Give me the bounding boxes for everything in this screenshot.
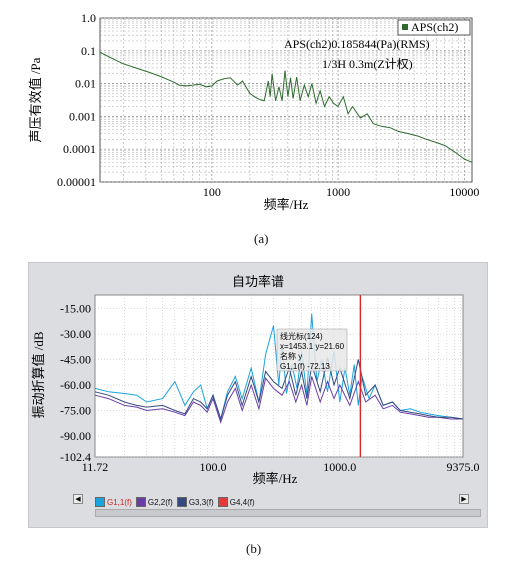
y-axis-label: 振动折算值 /dB xyxy=(31,331,46,418)
grid xyxy=(100,17,472,183)
grid xyxy=(95,295,463,458)
y-axis-label: 声压有效值 /Pa xyxy=(28,57,43,142)
plot-area xyxy=(99,17,473,183)
y-tick-label: 0.1 xyxy=(81,44,96,58)
y-tick-label: -75.00 xyxy=(60,403,91,417)
annotation-rms: APS(ch2)0.185844(Pa)(RMS) xyxy=(284,37,430,51)
legend-strip: G1,1(f) G2,2(f) G3,3(f) G4,4(f) xyxy=(95,495,455,509)
scroll-right-button[interactable]: ▶ xyxy=(459,494,469,504)
y-tick-label: -45.00 xyxy=(60,353,91,367)
legend-swatch xyxy=(217,497,228,507)
legend-entry: APS(ch2) xyxy=(411,20,458,34)
legend-item-g22[interactable]: G2,2(f) xyxy=(135,497,173,507)
y-tick-label: 0.001 xyxy=(69,109,96,123)
legend-swatch xyxy=(176,497,187,507)
y-tick-label: -90.00 xyxy=(60,429,91,443)
y-tick-labels: 1.0 0.1 0.01 0.001 0.0001 0.00001 xyxy=(57,11,96,189)
legend-label: G1,1(f) xyxy=(107,497,132,507)
legend: APS(ch2) xyxy=(397,19,471,36)
plot-area xyxy=(94,294,464,458)
series-line-aps-ch2 xyxy=(99,51,473,163)
auto-power-spectrum-chart: 自功率谱 -15.00 -30.00 -45.00 -60.00 -75.00 -90.0… xyxy=(31,274,480,486)
x-tick-labels: 100 1000 10000 xyxy=(203,185,479,199)
cursor-line-3: 名称 y xyxy=(280,351,302,361)
horizontal-scrollbar[interactable] xyxy=(95,509,481,517)
cursor-readout: 线光标(124) x=1453.1 y=21.60 名称 y G1,1(f) -… xyxy=(276,328,348,372)
cursor-line-2: x=1453.1 y=21.60 xyxy=(280,342,345,351)
series-line-g22f xyxy=(94,376,463,425)
cursor-line-1: 线光标(124) xyxy=(280,331,323,341)
y-tick-label: 1.0 xyxy=(81,11,96,25)
y-tick-label: 0.0001 xyxy=(63,142,96,156)
legend-swatch xyxy=(135,497,146,507)
legend-item-g11[interactable]: G1,1(f) xyxy=(95,497,132,507)
x-tick-label: 100.0 xyxy=(200,460,227,474)
legend-label: G4,4(f) xyxy=(229,497,255,507)
legend-item-g44[interactable]: G4,4(f) xyxy=(217,497,255,507)
x-tick-label: 1000.0 xyxy=(323,460,356,474)
sound-pressure-chart: 1.0 0.1 0.01 0.001 0.0001 0.00001 100 1000 1000… xyxy=(28,11,479,212)
x-tick-labels: 11.72 100.0 1000.0 9375.0 xyxy=(82,460,480,474)
legend-label: G2,2(f) xyxy=(147,497,173,507)
x-tick-label: 9375.0 xyxy=(447,460,480,474)
x-axis-label: 频率/Hz xyxy=(264,197,309,212)
x-tick-label: 10000 xyxy=(449,185,479,199)
y-tick-label: -15.00 xyxy=(60,302,91,316)
cursor-line-4: G1,1(f) -72.13 xyxy=(280,362,330,371)
y-tick-label: -102.4 xyxy=(60,450,91,464)
legend-label: G3,3(f) xyxy=(188,497,214,507)
legend-item-g33[interactable]: G3,3(f) xyxy=(176,497,214,507)
y-tick-label: -30.00 xyxy=(60,327,91,341)
y-tick-label: 0.01 xyxy=(75,77,96,91)
x-tick-label: 11.72 xyxy=(82,460,109,474)
scroll-left-button[interactable]: ◀ xyxy=(73,494,83,504)
y-tick-label: -60.00 xyxy=(60,378,91,392)
x-axis-label: 频率/Hz xyxy=(253,471,298,486)
chart-title: 自功率谱 xyxy=(232,274,284,289)
legend-swatch xyxy=(95,497,105,507)
x-tick-label: 100 xyxy=(203,185,221,199)
y-tick-label: 0.00001 xyxy=(57,175,96,189)
caption-b: (b) xyxy=(246,541,262,556)
y-tick-labels: -15.00 -30.00 -45.00 -60.00 -75.00 -90.00 -102… xyxy=(60,302,91,464)
auto-power-spectrum-panel: 自功率谱 -15.00 -30.00 -45.00 -60.00 -75.00 -90.0… xyxy=(28,262,488,528)
annotation-weighting: 1/3H 0.3m(Z计权) xyxy=(322,57,413,71)
caption-a: (a) xyxy=(254,231,269,246)
legend-swatch xyxy=(402,24,408,30)
x-tick-label: 1000 xyxy=(326,185,350,199)
